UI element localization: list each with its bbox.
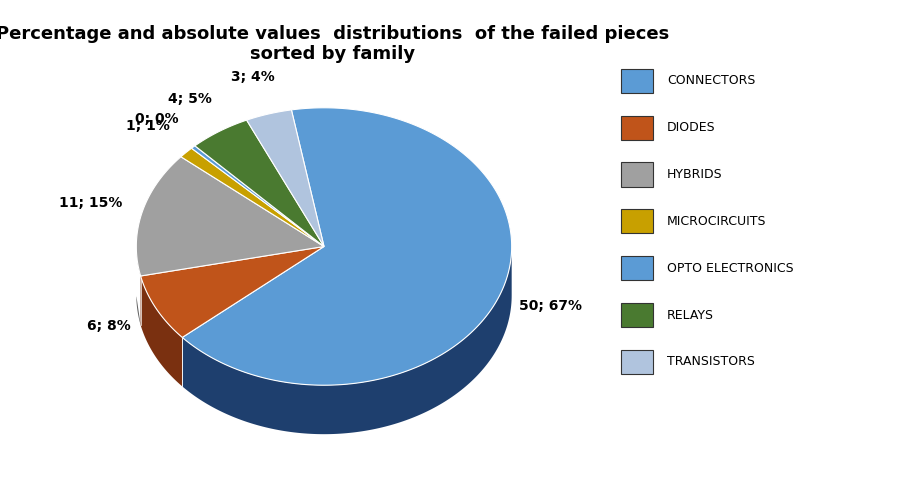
- Text: 50; 67%: 50; 67%: [519, 299, 582, 313]
- Text: OPTO ELECTRONICS: OPTO ELECTRONICS: [667, 262, 794, 275]
- Polygon shape: [136, 157, 324, 276]
- Polygon shape: [136, 246, 140, 325]
- Text: HYBRIDS: HYBRIDS: [667, 168, 723, 181]
- Text: 11; 15%: 11; 15%: [59, 197, 122, 211]
- Polygon shape: [181, 148, 324, 246]
- Text: DIODES: DIODES: [667, 121, 716, 134]
- Text: CONNECTORS: CONNECTORS: [667, 74, 755, 87]
- Bar: [621, 209, 653, 234]
- Bar: [621, 116, 653, 140]
- Text: MICROCIRCUITS: MICROCIRCUITS: [667, 215, 767, 228]
- Bar: [621, 256, 653, 280]
- Polygon shape: [140, 246, 324, 337]
- Text: 1; 1%: 1; 1%: [125, 119, 169, 133]
- Text: 3; 4%: 3; 4%: [231, 70, 275, 84]
- Text: 4; 5%: 4; 5%: [168, 92, 212, 106]
- Polygon shape: [247, 110, 324, 246]
- Bar: [621, 303, 653, 327]
- Bar: [621, 162, 653, 186]
- Text: 0; 0%: 0; 0%: [135, 112, 178, 126]
- Polygon shape: [140, 276, 183, 387]
- Text: 6; 8%: 6; 8%: [87, 319, 131, 333]
- Text: RELAYS: RELAYS: [667, 309, 714, 321]
- Polygon shape: [183, 246, 512, 434]
- Polygon shape: [192, 146, 324, 246]
- Polygon shape: [183, 108, 512, 385]
- Bar: [621, 350, 653, 374]
- Text: Percentage and absolute values  distributions  of the failed pieces
sorted by fa: Percentage and absolute values distribut…: [0, 25, 670, 64]
- Polygon shape: [195, 120, 324, 246]
- Text: TRANSISTORS: TRANSISTORS: [667, 355, 755, 368]
- Bar: [621, 69, 653, 93]
